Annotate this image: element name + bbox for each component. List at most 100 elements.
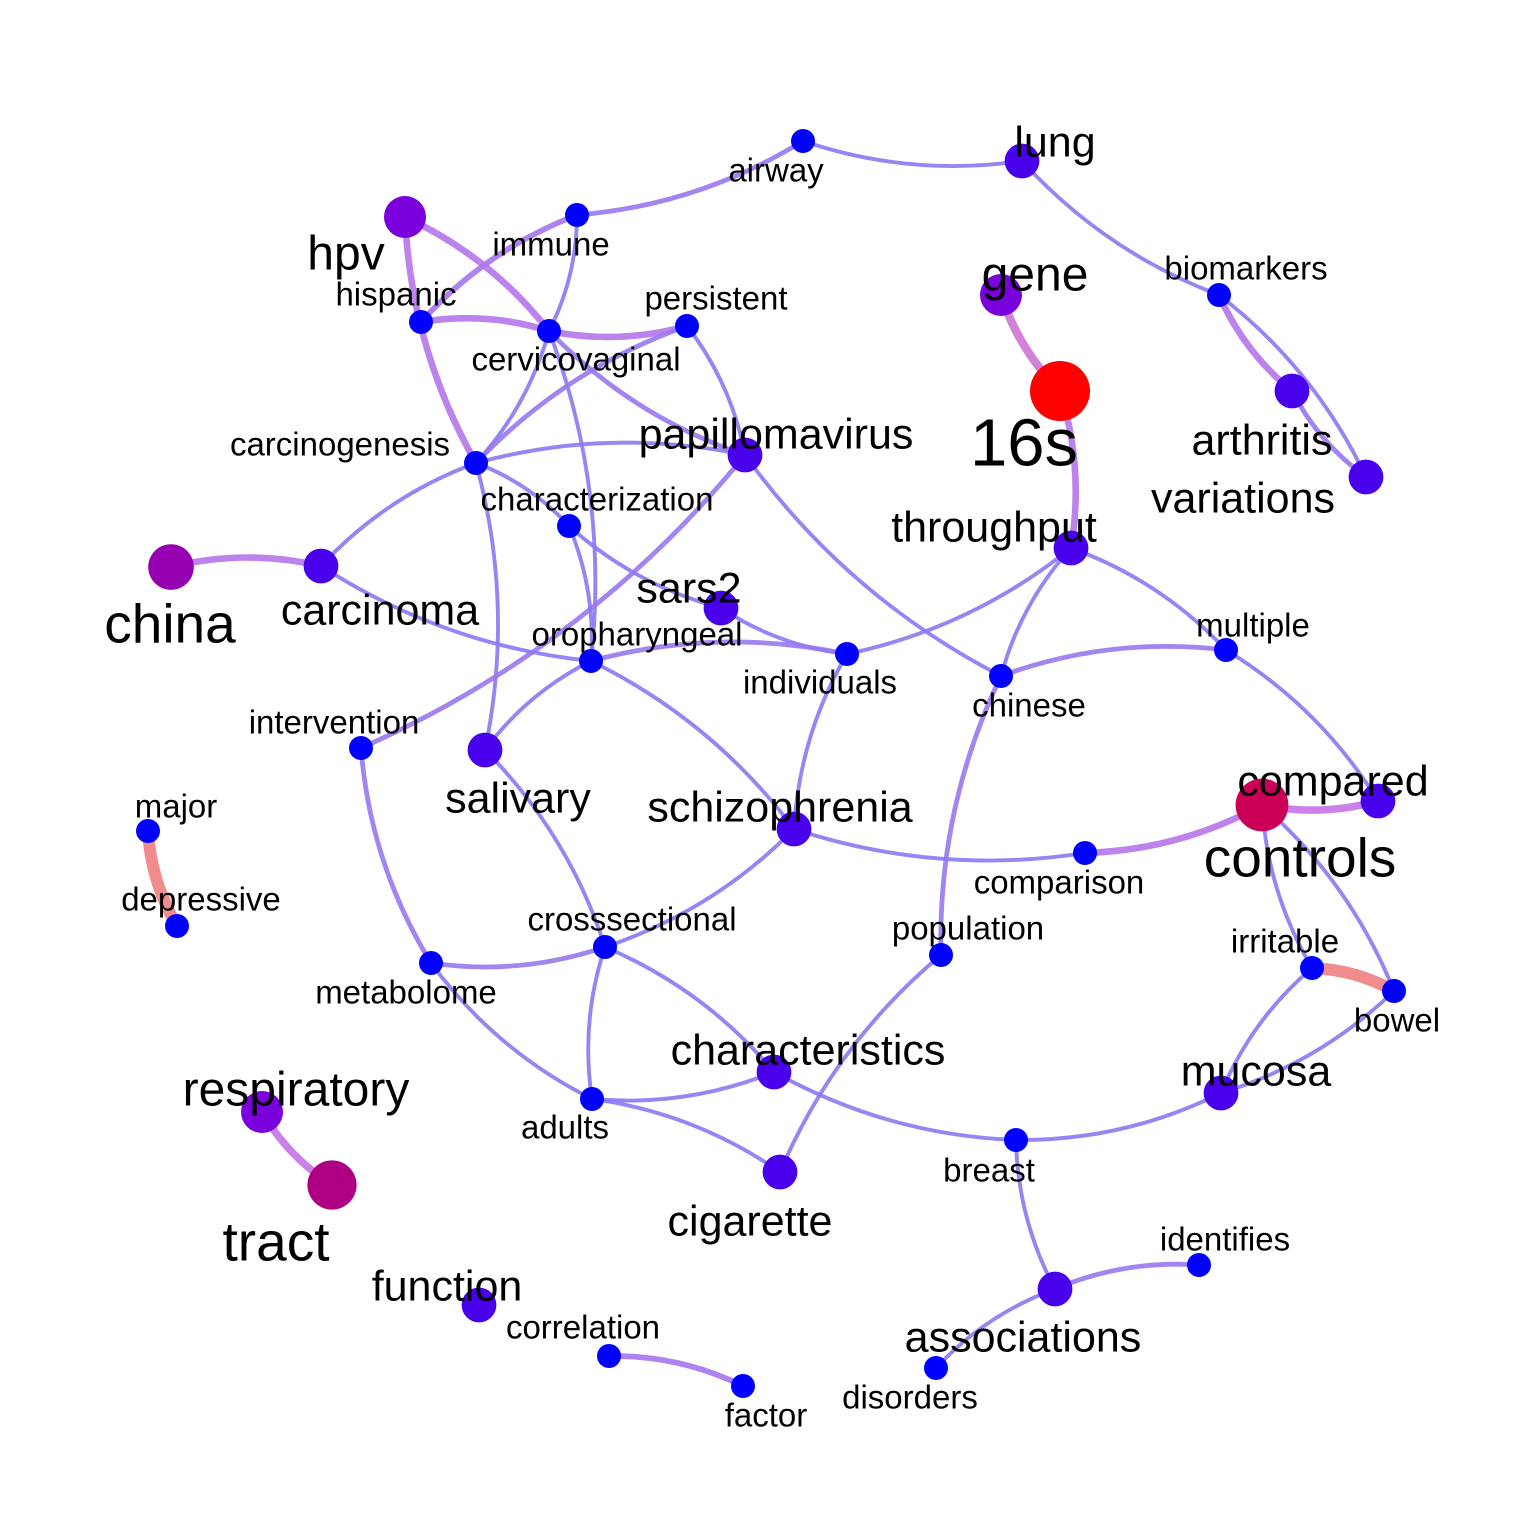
node-label-bowel: bowel (1354, 1002, 1440, 1039)
edge-characterization-sars2 (567, 524, 723, 610)
edge-adults-cigarette (590, 1097, 782, 1174)
edge-bowel-mucosa (1219, 989, 1396, 1095)
node-label-individuals: individuals (743, 664, 897, 701)
node-label-carcinoma: carcinoma (281, 586, 479, 634)
edge-immune-cervicovaginal (547, 213, 579, 333)
node-airway (791, 129, 815, 153)
node-gene (980, 274, 1022, 316)
edge-throughput-individuals (845, 546, 1073, 656)
node-label-immune: immune (492, 226, 609, 263)
node-intervention (349, 736, 373, 760)
node-individuals (835, 642, 859, 666)
node-metabolome (419, 951, 443, 975)
node-label-papillomavirus: papillomavirus (639, 410, 914, 458)
node-label-biomarkers: biomarkers (1164, 250, 1327, 287)
edge-chinese-population (938, 673, 1004, 958)
labels-layer: airway lung immune hpv gene biomarkers hispani… (104, 118, 1440, 1433)
node-label-schizophrenia: schizophrenia (647, 783, 912, 831)
node-oropharyngeal (579, 649, 603, 673)
node-throughput (1053, 530, 1089, 566)
node-tract (307, 1160, 357, 1210)
node-label-chinese: chinese (972, 687, 1086, 724)
node-label-multiple: multiple (1196, 607, 1310, 644)
node-label-breast: breast (943, 1152, 1035, 1189)
edge-multiple-compared (1224, 648, 1380, 803)
node-label-comparison: comparison (974, 864, 1145, 901)
edge-irritable-mucosa (1219, 966, 1314, 1095)
edge-hpv-carcinogenesis (401, 213, 480, 467)
node-salivary (467, 732, 503, 768)
node-adults (580, 1087, 604, 1111)
node-sars2 (703, 590, 739, 626)
edge-characterization-oropharyngeal (567, 524, 594, 663)
node-bowel (1382, 979, 1406, 1003)
edge-oropharyngeal-individuals (588, 639, 850, 664)
edge-carcinogenesis-salivary (474, 461, 500, 752)
node-breast (1004, 1128, 1028, 1152)
edge-irritable-bowel (1306, 962, 1400, 997)
node-arthritis (1274, 373, 1310, 409)
edge-carcinogenesis-carcinoma (319, 461, 478, 568)
edge-correlation-factor (606, 1353, 746, 1389)
node-schizophrenia (776, 811, 812, 847)
node-label-characteristics: characteristics (671, 1026, 946, 1074)
edge-population-cigarette (778, 953, 943, 1174)
node-label-oropharyngeal: oropharyngeal (532, 616, 743, 653)
node-label-throughput: throughput (891, 503, 1097, 551)
node-label-mucosa: mucosa (1181, 1047, 1332, 1095)
edge-crosssectional-characteristics (603, 945, 776, 1074)
node-cigarette (762, 1154, 798, 1190)
node-irritable (1300, 956, 1324, 980)
node-papillomavirus (727, 437, 763, 473)
node-label-sars2: sars2 (636, 564, 741, 612)
node-label-salivary: salivary (445, 774, 591, 822)
node-label-correlation: correlation (506, 1309, 660, 1346)
node-multiple (1214, 638, 1238, 662)
node-label-controls: controls (1204, 827, 1397, 889)
edge-carcinoma-oropharyngeal (319, 564, 593, 663)
node-persistent (675, 314, 699, 338)
edge-schizophrenia-crosssectional (603, 827, 796, 949)
node-label-arthritis: arthritis (1192, 416, 1333, 464)
edge-characterization-carcinogenesis (474, 461, 571, 528)
node-characteristics (756, 1054, 792, 1090)
edge-crosssectional-metabolome (428, 944, 608, 970)
edge-lung-biomarkers (1020, 159, 1221, 297)
edge-carcinogenesis-papillomavirus (474, 440, 747, 465)
node-label-airway: airway (728, 152, 824, 189)
node-label-persistent: persistent (644, 280, 787, 317)
edge-papillomavirus-intervention (358, 452, 748, 751)
edge-metabolome-adults (429, 961, 594, 1101)
node-correlation (597, 1344, 621, 1368)
node-variations (1348, 459, 1384, 495)
edge-breast-associations (1014, 1138, 1057, 1291)
node-disorders (924, 1356, 948, 1380)
edge-biomarkers-variations (1217, 293, 1368, 479)
node-hpv (384, 196, 426, 238)
edge-hpv-cervicovaginal (401, 213, 553, 335)
node-depressive (165, 914, 189, 938)
node-controls (1235, 778, 1289, 832)
edge-associations-identifies (1052, 1261, 1202, 1292)
node-label-adults: adults (521, 1109, 609, 1146)
node-china (148, 544, 194, 590)
edge-characteristics-adults (590, 1070, 776, 1103)
node-16s (1030, 361, 1090, 421)
node-label-major: major (135, 788, 218, 825)
node-identifies (1187, 1253, 1211, 1277)
nodes-layer (136, 129, 1406, 1398)
node-label-respiratory: respiratory (183, 1064, 410, 1117)
node-crosssectional (593, 935, 617, 959)
node-mucosa (1203, 1075, 1239, 1111)
edge-persistent-carcinogenesis (473, 323, 690, 466)
edge-papillomavirus-chinese (743, 453, 1003, 678)
node-lung (1004, 143, 1040, 179)
edge-throughput-multiple (1069, 546, 1228, 652)
node-label-variations: variations (1151, 474, 1335, 522)
node-label-carcinogenesis: carcinogenesis (230, 426, 450, 463)
node-label-cervicovaginal: cervicovaginal (471, 341, 680, 378)
node-population (929, 943, 953, 967)
edge-cervicovaginal-oropharyngeal (547, 329, 598, 663)
node-label-intervention: intervention (249, 704, 420, 741)
node-label-associations: associations (905, 1313, 1142, 1361)
